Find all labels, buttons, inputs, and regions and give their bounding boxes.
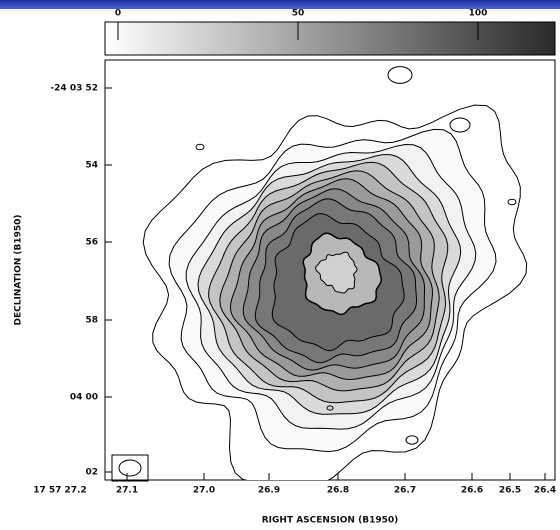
contour-island [387,66,413,84]
contour-hole [315,251,358,294]
x-tick-label: 26.9 [258,486,280,496]
beam [118,459,142,477]
contour-island [449,117,471,133]
x-tick-label: 27.0 [193,486,215,496]
contour-map [142,66,528,480]
contour-island [326,405,334,411]
x-tick-label: 26.8 [327,486,349,496]
colorbar-tick-label: 100 [469,9,488,19]
colorbar-tick-label: 50 [292,9,305,19]
y-axis-title: DECLINATION (B1950) [14,214,24,325]
x-tick-label: 26.4 [534,486,556,496]
y-tick-label: 56 [85,238,98,248]
y-tick-label: 54 [85,161,98,171]
y-tick-label: 02 [85,468,98,478]
colorbar-tick-label: 0 [115,9,121,19]
y-tick-label: -24 03 52 [50,84,98,94]
x-tick-label: 26.6 [461,486,483,496]
x-tick-label: 26.5 [499,486,521,496]
y-tick-label: 04 00 [70,393,98,403]
x-tick-label: 17 57 27.2 [33,486,87,496]
x-tick-label: 27.1 [116,486,138,496]
x-axis-title: RIGHT ASCENSION (B1950) [262,516,399,526]
x-tick-label: 26.7 [394,486,416,496]
beam-box [111,454,149,482]
y-tick-label: 58 [85,316,98,326]
contour-island [195,143,205,151]
contour-island [405,435,419,445]
colorbar [104,21,556,56]
banner [0,0,560,9]
contour-island [507,198,517,206]
